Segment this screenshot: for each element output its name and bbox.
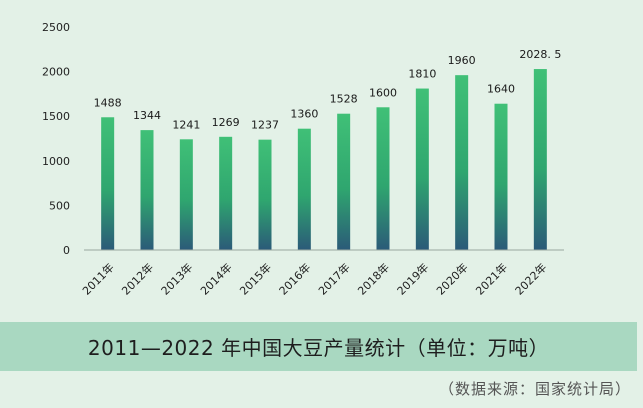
x-tick-label: 2017年 xyxy=(315,260,352,297)
x-tick-label: 2011年 xyxy=(79,260,116,297)
x-tick-label: 2015年 xyxy=(237,260,274,297)
y-tick-label: 1500 xyxy=(42,110,70,123)
bar xyxy=(297,128,311,250)
bar-value-label: 1488 xyxy=(94,96,122,109)
x-tick-label: 2018年 xyxy=(355,260,392,297)
bar-value-label: 1960 xyxy=(448,54,476,67)
x-tick-label: 2022年 xyxy=(512,260,549,297)
bar-value-label: 1237 xyxy=(251,119,279,132)
chart-title-bar: 2011—2022 年中国大豆产量统计（单位：万吨） xyxy=(0,322,637,371)
bar-value-label: 1360 xyxy=(290,108,318,121)
bar xyxy=(415,88,429,250)
bar xyxy=(140,130,154,250)
y-axis: 0 500 1000 1500 2000 2500 xyxy=(42,21,70,257)
bar xyxy=(179,139,193,250)
data-source: （数据来源：国家统计局） xyxy=(438,380,631,398)
x-tick-label: 2020年 xyxy=(433,260,470,297)
bar-value-label: 1600 xyxy=(369,86,397,99)
y-tick-label: 2500 xyxy=(42,21,70,34)
x-tick-label: 2012年 xyxy=(119,260,156,297)
x-tick-label: 2013年 xyxy=(158,260,195,297)
y-tick-label: 2000 xyxy=(42,66,70,79)
x-tick-label: 2021年 xyxy=(473,260,510,297)
y-tick-label: 1000 xyxy=(42,155,70,168)
chart-title: 2011—2022 年中国大豆产量统计（单位：万吨） xyxy=(87,336,550,360)
bar-value-label: 1810 xyxy=(408,68,436,81)
bar xyxy=(376,107,390,250)
x-axis: 2011年 2012年 2013年 2014年 2015年 2016年 2017年 2018年… xyxy=(79,249,564,298)
y-tick-label: 0 xyxy=(63,244,70,257)
bar-value-label: 2028. 5 xyxy=(519,48,561,61)
bar xyxy=(101,117,115,250)
x-tick-label: 2016年 xyxy=(276,260,313,297)
y-tick-label: 500 xyxy=(49,199,70,212)
x-tick-label: 2014年 xyxy=(197,260,234,297)
bar xyxy=(494,103,508,250)
bar-value-label: 1344 xyxy=(133,109,161,122)
bar xyxy=(337,113,351,251)
bar-value-label: 1269 xyxy=(212,116,240,129)
bar-value-label: 1241 xyxy=(172,118,200,131)
x-tick-label: 2019年 xyxy=(394,260,431,297)
bars: 1488 1344 1241 1269 1237 1360 1528 1600 1810 1960… xyxy=(94,48,561,251)
bar xyxy=(533,69,547,250)
bar-value-label: 1528 xyxy=(330,93,358,106)
bar-chart: 0 500 1000 1500 2000 2500 1488 1344 1241 1269 123… xyxy=(42,21,564,298)
bar xyxy=(219,136,233,250)
bar-value-label: 1640 xyxy=(487,83,515,96)
bar xyxy=(455,75,469,250)
bar xyxy=(258,139,272,250)
